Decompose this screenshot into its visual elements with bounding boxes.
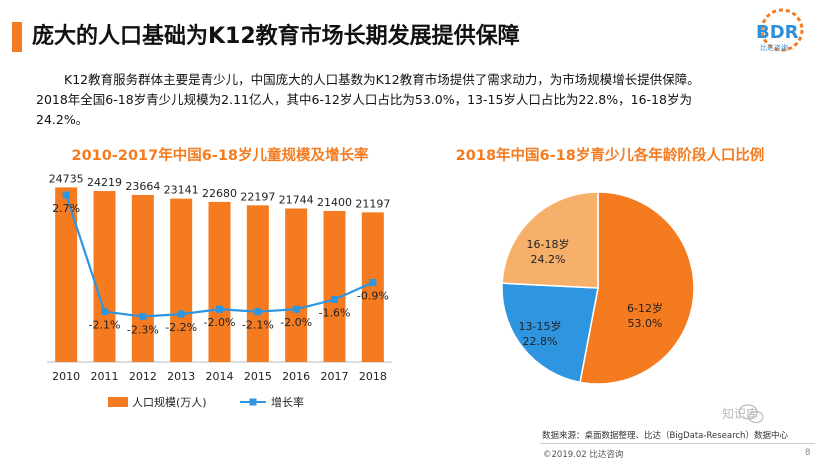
data-source: 数据来源：桌面数据整理、比达（BigData-Research）数据中心 xyxy=(542,431,788,441)
intro-paragraph: K12教育服务群体主要是青少儿，中国庞大的人口基数为K12教育市场提供了需求动力… xyxy=(36,70,796,130)
x-tick-label-2014: 2014 xyxy=(206,370,234,383)
intro-line-3: 24.2%。 xyxy=(36,112,89,127)
bar-2011 xyxy=(93,191,116,362)
page-number: 8 xyxy=(805,448,811,458)
legend-line-marker xyxy=(249,398,257,406)
wechat-icon-small xyxy=(748,410,764,424)
growth-label-2011: -2.1% xyxy=(89,319,121,332)
title-accent-bar xyxy=(12,22,22,52)
intro-line-1: K12教育服务群体主要是青少儿，中国庞大的人口基数为K12教育市场提供了需求动力… xyxy=(64,72,700,87)
growth-point-2011 xyxy=(101,308,108,316)
growth-label-2016: -2.0% xyxy=(280,316,312,329)
bar-value-label-2017: 21400 xyxy=(317,196,352,209)
page-title: 庞大的人口基础为K12教育市场长期发展提供保障 xyxy=(32,24,520,49)
pie-name-16-18岁: 16-18岁 xyxy=(527,237,570,251)
bar-2010 xyxy=(55,187,78,362)
growth-label-2015: -2.1% xyxy=(242,319,274,332)
growth-point-2017 xyxy=(331,296,338,304)
growth-label-2014: -2.0% xyxy=(204,316,236,329)
bar-2013 xyxy=(170,198,193,362)
bar-value-label-2013: 23141 xyxy=(164,184,199,197)
bar-value-label-2018: 21197 xyxy=(355,197,390,210)
pie-name-13-15岁: 13-15岁 xyxy=(519,319,562,333)
x-tick-label-2018: 2018 xyxy=(359,370,387,383)
growth-label-2012: -2.3% xyxy=(127,324,159,337)
x-tick-label-2015: 2015 xyxy=(244,370,272,383)
logo-subtext: 比达咨询 xyxy=(760,44,788,52)
pie-chart-title: 2018年中国6-18岁青少儿各年龄阶段人口比例 xyxy=(455,148,765,164)
copyright-footer: ©2019.02 比达咨询 xyxy=(543,450,624,460)
growth-label-2017: -1.6% xyxy=(319,307,351,320)
pie-slice-13-15岁 xyxy=(501,282,599,384)
bar-value-label-2016: 21744 xyxy=(279,194,314,207)
bar-value-label-2010: 24735 xyxy=(49,172,84,185)
legend-line-label: 增长率 xyxy=(271,395,304,409)
growth-point-2014 xyxy=(216,305,223,313)
bar-2014 xyxy=(208,201,231,362)
bar-2018 xyxy=(361,212,384,362)
growth-label-2013: -2.2% xyxy=(165,321,197,334)
bar-2015 xyxy=(246,205,269,362)
growth-point-2012 xyxy=(139,313,147,321)
x-tick-label-2013: 2013 xyxy=(167,370,195,383)
intro-line-2: 2018年全国6-18岁青少儿规模为2.11亿人，其中6-12岁人口占比为53.… xyxy=(36,92,692,107)
bar-chart-title: 2010-2017年中国6-18岁儿童规模及增长率 xyxy=(71,148,369,164)
pie-value-6-12岁: 53.0% xyxy=(628,317,663,330)
pie-value-13-15岁: 22.8% xyxy=(523,335,558,348)
pie-slice-16-18岁 xyxy=(501,191,599,289)
x-tick-label-2012: 2012 xyxy=(129,370,157,383)
x-tick-label-2017: 2017 xyxy=(321,370,349,383)
growth-point-2010 xyxy=(62,191,70,199)
bar-2012 xyxy=(131,194,154,362)
legend-bar-label: 人口规模(万人) xyxy=(132,395,207,409)
pie-value-16-18岁: 24.2% xyxy=(531,253,566,266)
bar-value-label-2012: 23664 xyxy=(125,180,160,193)
bar-value-label-2014: 22680 xyxy=(202,187,237,200)
growth-label-2018: -0.9% xyxy=(357,290,389,303)
legend-bar-swatch xyxy=(108,397,128,407)
pie-slice-6-12岁 xyxy=(579,191,695,385)
pie-name-6-12岁: 6-12岁 xyxy=(627,301,663,315)
footer-divider xyxy=(540,443,815,444)
bdr-logo-icon xyxy=(760,8,804,52)
x-tick-label-2010: 2010 xyxy=(52,370,80,383)
bar-2017 xyxy=(323,210,346,362)
x-tick-label-2011: 2011 xyxy=(91,370,119,383)
growth-point-2018 xyxy=(369,279,377,287)
growth-point-2016 xyxy=(292,305,300,313)
growth-label-2010: 2.7% xyxy=(52,202,80,215)
watermark-text: 知识库 xyxy=(722,407,759,421)
bar-2016 xyxy=(285,208,308,362)
logo-text: BDR xyxy=(756,22,799,43)
bar-value-label-2011: 24219 xyxy=(87,176,122,189)
growth-point-2015 xyxy=(254,308,262,316)
growth-point-2013 xyxy=(177,310,185,318)
bar-value-label-2015: 22197 xyxy=(240,190,275,203)
x-tick-label-2016: 2016 xyxy=(282,370,310,383)
